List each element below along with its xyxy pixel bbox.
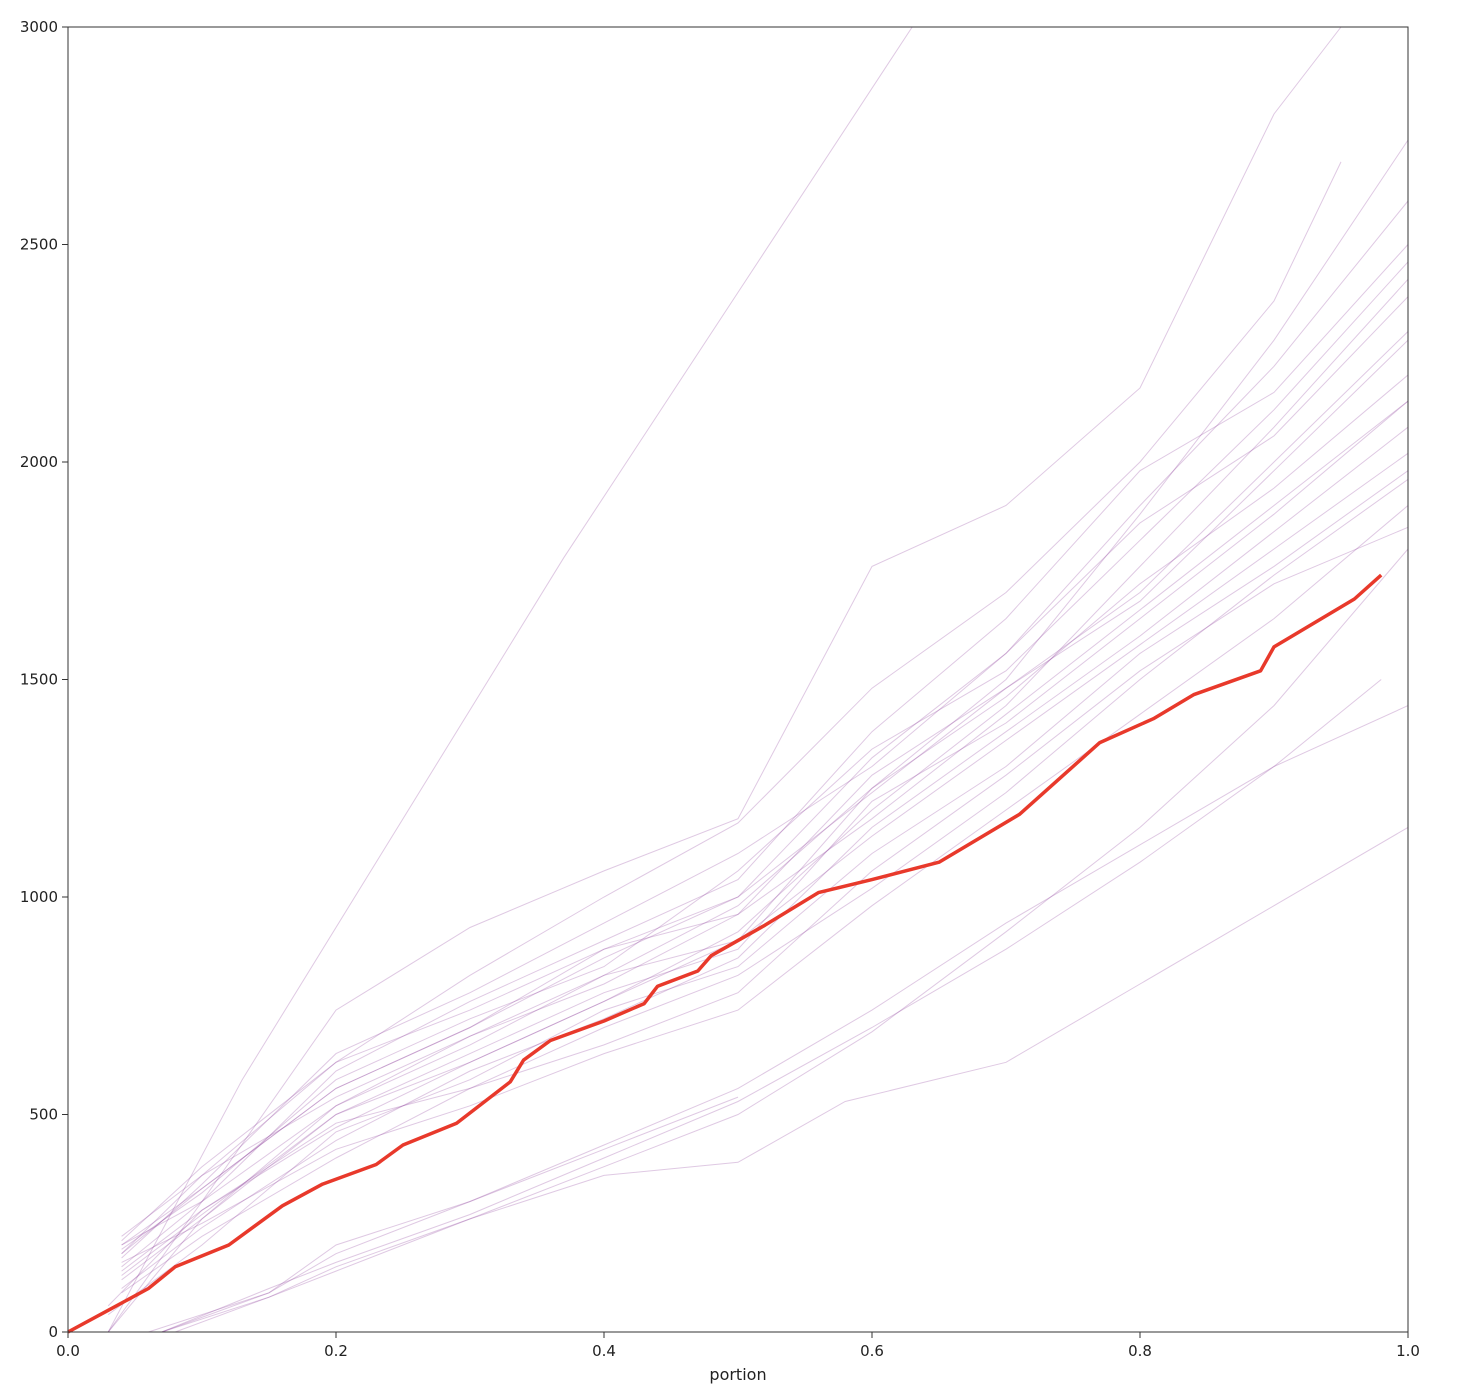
background-series-group [107, 26, 1409, 1333]
background-series-line-6 [121, 244, 1409, 1268]
background-series-line-24 [161, 1096, 739, 1333]
x-tick-label: 0.6 [860, 1342, 884, 1360]
x-axis-label: portion [709, 1365, 766, 1384]
background-series-line-1 [107, 26, 913, 1333]
background-series-line-10 [121, 261, 1409, 1250]
background-series-line-16 [121, 400, 1409, 1242]
y-tick-label: 0 [48, 1323, 58, 1341]
highlight-series-group [67, 573, 1383, 1334]
y-tick-label: 500 [29, 1106, 58, 1124]
x-tick-label: 0.2 [324, 1342, 348, 1360]
background-series-line-5 [121, 200, 1409, 1246]
x-tick-label: 0.8 [1128, 1342, 1152, 1360]
y-tick-label: 1500 [20, 671, 58, 689]
x-tick-label: 0.4 [592, 1342, 616, 1360]
background-series-line-7 [107, 278, 1409, 1307]
background-series-line-4 [107, 139, 1409, 1333]
background-series-line-11 [121, 426, 1409, 1289]
x-tick-label: 0.0 [56, 1342, 80, 1360]
background-series-line-25 [161, 826, 1409, 1333]
background-series-line-23 [175, 548, 1409, 1333]
plot-area [68, 27, 1408, 1332]
background-series-line-8 [121, 331, 1409, 1237]
y-axis: 0 500 1000 1500 2000 2500 3000 [20, 18, 68, 1341]
background-series-line-14 [121, 296, 1409, 1259]
background-series-line-19 [121, 339, 1409, 1255]
background-series-line-21 [148, 705, 1409, 1333]
background-series-line-22 [161, 679, 1382, 1333]
y-tick-label: 1000 [20, 888, 58, 906]
background-series-line-13 [107, 470, 1409, 1316]
background-series-line-9 [121, 400, 1409, 1281]
y-tick-label: 2000 [20, 453, 58, 471]
x-axis: 0.0 0.2 0.4 0.6 0.8 1.0 [56, 1332, 1420, 1360]
y-tick-label: 2500 [20, 236, 58, 254]
background-series-line-3 [121, 161, 1342, 1255]
background-series-line-2 [107, 26, 1342, 1333]
highlight-series-line [67, 573, 1383, 1334]
x-tick-label: 1.0 [1396, 1342, 1420, 1360]
background-series-line-18 [121, 526, 1409, 1294]
y-tick-label: 3000 [20, 18, 58, 36]
background-series-line-17 [121, 505, 1409, 1263]
background-series-line-15 [121, 478, 1409, 1272]
